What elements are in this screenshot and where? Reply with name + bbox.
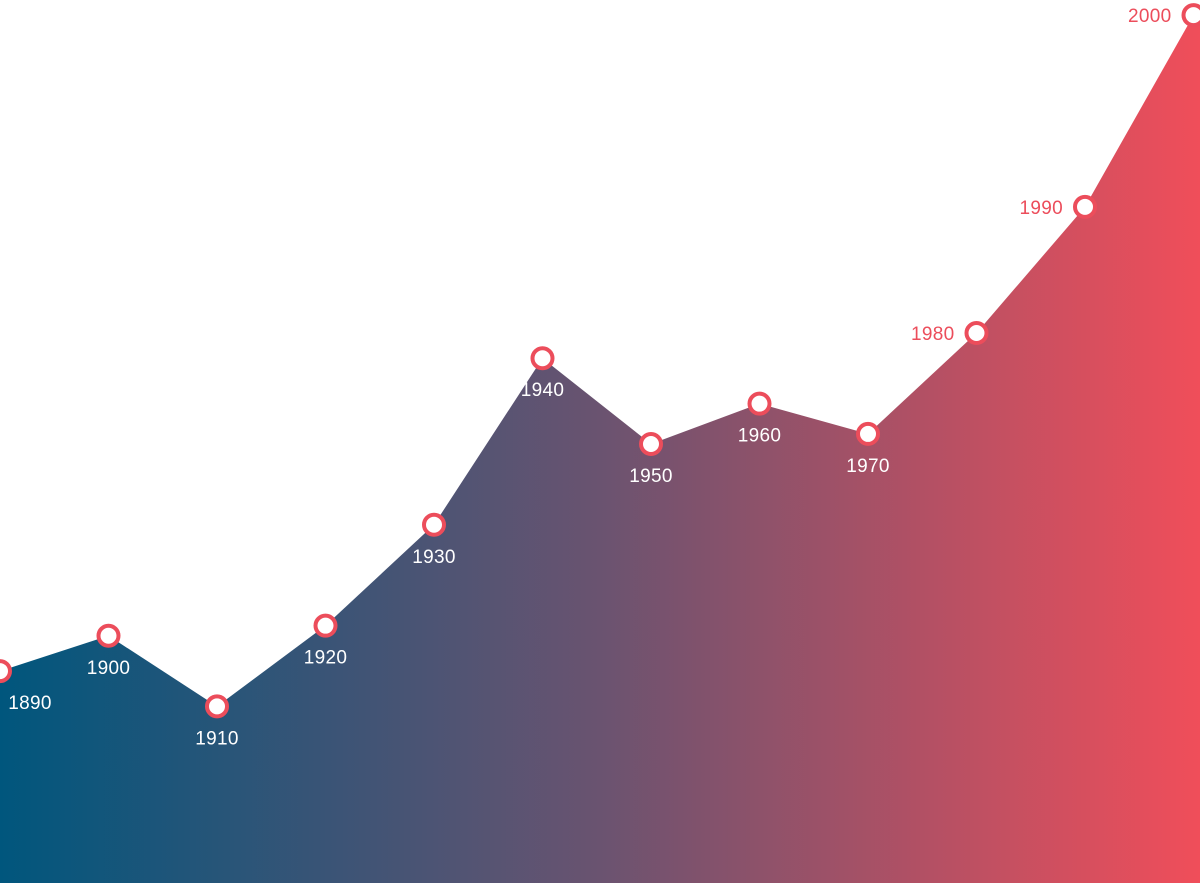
point-label-1930: 1930 xyxy=(412,547,455,568)
point-label-1960: 1960 xyxy=(738,426,781,447)
point-label-1940: 1940 xyxy=(521,380,564,401)
point-label-2000: 2000 xyxy=(1128,6,1171,27)
label-layer: 1890 1900 1910 1920 1930 1940 1950 1960 1970 1980… xyxy=(8,6,1171,749)
point-label-1920: 1920 xyxy=(304,648,347,669)
data-point-1910 xyxy=(205,694,229,719)
data-point-1920 xyxy=(313,613,338,638)
data-point-1960 xyxy=(747,391,772,416)
data-point-1940 xyxy=(530,346,555,371)
point-label-1980: 1980 xyxy=(911,324,954,345)
marker-layer xyxy=(0,3,1200,719)
data-point-1900 xyxy=(96,623,121,648)
data-point-1970 xyxy=(856,421,880,446)
point-label-1970: 1970 xyxy=(846,456,889,477)
area-series xyxy=(0,15,1200,883)
point-label-1950: 1950 xyxy=(629,466,672,487)
point-label-1990: 1990 xyxy=(1020,198,1063,219)
data-point-1930 xyxy=(422,512,446,537)
point-label-1910: 1910 xyxy=(195,728,238,749)
data-point-2000 xyxy=(1181,3,1200,28)
data-point-1950 xyxy=(639,432,663,457)
data-point-1980 xyxy=(964,321,989,346)
data-point-1890 xyxy=(0,659,12,684)
area-layer xyxy=(0,15,1200,883)
data-point-1990 xyxy=(1073,194,1097,219)
point-label-1900: 1900 xyxy=(87,658,130,679)
point-label-1890: 1890 xyxy=(8,693,51,714)
